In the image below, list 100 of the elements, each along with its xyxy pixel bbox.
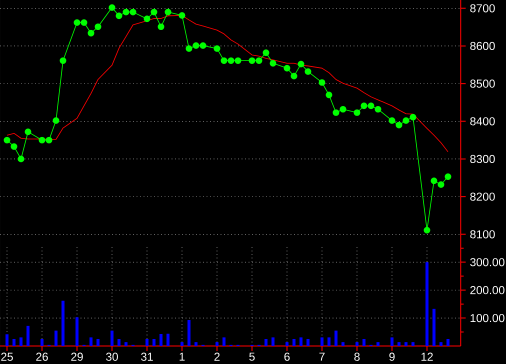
- bar: [264, 339, 268, 346]
- bar: [152, 339, 156, 346]
- x-tick-label: 7: [319, 352, 325, 361]
- x-tick-label: 9: [389, 352, 395, 361]
- point: [108, 4, 116, 11]
- point: [192, 42, 200, 49]
- point: [144, 16, 150, 22]
- bar: [6, 334, 9, 346]
- point: [186, 45, 192, 52]
- bar: [306, 339, 310, 346]
- bar: [20, 337, 23, 346]
- point: [326, 92, 332, 98]
- bar: [96, 339, 100, 346]
- bar: [188, 320, 191, 346]
- point: [38, 136, 46, 144]
- bar: [222, 337, 226, 346]
- y-tick-label: 8100: [470, 230, 495, 238]
- point: [430, 178, 438, 184]
- point: [410, 114, 416, 120]
- point: [164, 8, 172, 16]
- point: [52, 117, 60, 124]
- point: [318, 79, 326, 86]
- bar: [160, 334, 163, 346]
- x-tick-label: 29: [71, 352, 83, 361]
- point: [262, 49, 270, 56]
- bar: [124, 342, 128, 346]
- point: [200, 42, 206, 49]
- point: [122, 8, 130, 16]
- bar: [286, 342, 288, 346]
- x-tick-label: 26: [36, 352, 48, 361]
- point: [298, 60, 304, 68]
- bar: [292, 339, 296, 346]
- point: [396, 122, 402, 128]
- bar: [411, 342, 414, 346]
- point: [388, 117, 396, 124]
- point: [94, 23, 102, 30]
- point: [354, 109, 360, 116]
- bar: [376, 342, 380, 346]
- point: [178, 12, 186, 19]
- point: [60, 57, 66, 64]
- bar: [194, 342, 198, 346]
- bar: [26, 326, 30, 346]
- point: [74, 19, 80, 26]
- point: [80, 19, 88, 26]
- bar: [432, 308, 436, 346]
- bar: [328, 337, 330, 346]
- bar: [40, 339, 44, 346]
- y-tick-label: 8600: [470, 42, 495, 50]
- point: [214, 45, 220, 52]
- x-tick-label: 12: [421, 352, 433, 361]
- point: [248, 57, 256, 64]
- point: [158, 23, 164, 30]
- bar: [356, 342, 358, 346]
- x-tick-label: 30: [106, 352, 118, 361]
- point: [24, 128, 32, 136]
- point: [130, 8, 136, 16]
- bar: [76, 317, 79, 346]
- bar: [118, 339, 121, 346]
- point: [228, 57, 234, 64]
- bar: [439, 342, 442, 346]
- point: [290, 72, 298, 80]
- point: [424, 226, 430, 234]
- point: [220, 57, 228, 64]
- point: [234, 57, 242, 64]
- y-tick-label: 8300: [470, 154, 495, 164]
- bar: [320, 337, 324, 346]
- point: [340, 106, 346, 113]
- point: [444, 173, 452, 180]
- x-tick-label: 31: [141, 352, 153, 361]
- bar: [398, 342, 400, 346]
- point: [116, 12, 122, 20]
- y-tick-label: 8200: [470, 192, 495, 201]
- point: [46, 136, 52, 144]
- bar: [180, 342, 184, 346]
- y-tick-label: 8500: [470, 80, 495, 88]
- bar: [390, 337, 394, 346]
- point: [284, 64, 290, 72]
- point: [360, 102, 368, 110]
- bar: [404, 342, 408, 346]
- y-tick-label: 8400: [470, 117, 495, 126]
- x-tick-label: 6: [284, 352, 290, 361]
- bar: [425, 262, 428, 346]
- bar: [362, 339, 366, 346]
- point: [270, 60, 276, 67]
- bar: [12, 339, 16, 346]
- x-tick-label: 1: [180, 352, 185, 361]
- y-tick-label: 100.00: [470, 314, 504, 322]
- point: [4, 136, 10, 144]
- point: [88, 30, 94, 36]
- bar: [342, 342, 344, 346]
- point: [256, 57, 262, 64]
- point: [368, 102, 374, 110]
- x-tick-label: 2: [214, 352, 220, 361]
- x-tick-label: 8: [354, 352, 360, 361]
- bar: [90, 337, 93, 346]
- bar: [62, 300, 65, 346]
- y-tick-label: 8700: [470, 4, 495, 12]
- point: [150, 8, 158, 16]
- point: [10, 143, 18, 150]
- bar: [166, 334, 170, 346]
